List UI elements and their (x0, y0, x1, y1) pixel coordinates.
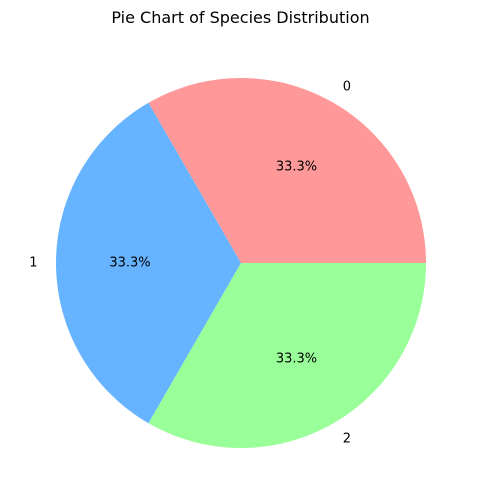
percent-label-1: 33.3% (109, 256, 150, 271)
percent-label-0: 33.3% (276, 159, 317, 174)
pie-slice-2 (148, 263, 426, 448)
slice-label-2: 2 (343, 432, 351, 447)
slice-label-1: 1 (29, 256, 37, 271)
pie-slice-1 (56, 102, 241, 424)
slice-label-0: 0 (343, 79, 351, 94)
chart-title: Pie Chart of Species Distribution (111, 8, 370, 27)
percent-label-2: 33.3% (276, 352, 317, 367)
pie-slice-0 (148, 78, 426, 263)
